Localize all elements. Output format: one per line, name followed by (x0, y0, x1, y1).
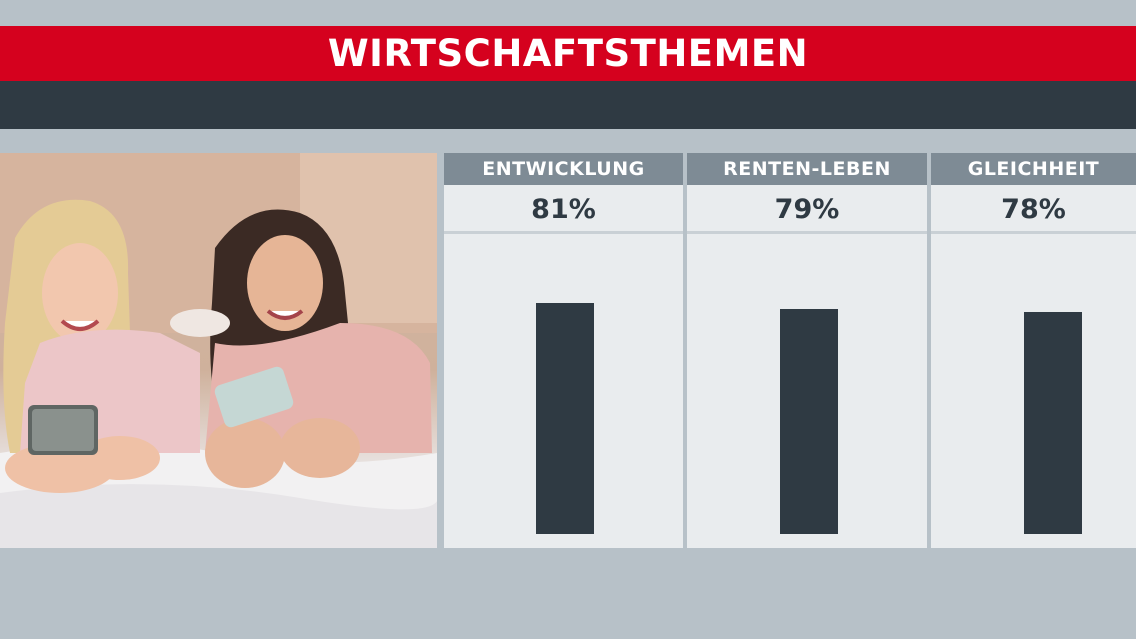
bar-gleichheit (1024, 312, 1082, 534)
divider (687, 231, 927, 234)
photo-illustration (0, 153, 437, 548)
divider (444, 231, 683, 234)
value-label: 81% (531, 193, 596, 225)
category-label: ENTWICKLUNG (444, 153, 683, 185)
dark-banner (0, 81, 1136, 129)
page-title: WIRTSCHAFTSTHEMEN (327, 32, 809, 75)
people-photo (0, 153, 437, 548)
bar-entwicklung (536, 303, 594, 534)
value-label: 78% (1001, 193, 1066, 225)
column-gleichheit: GLEICHHEIT 78% (931, 153, 1136, 548)
title-bar: WIRTSCHAFTSTHEMEN (0, 26, 1136, 81)
bar-renten-leben (780, 309, 838, 534)
column-entwicklung: ENTWICKLUNG 81% (444, 153, 683, 548)
divider (931, 231, 1136, 234)
value-label: 79% (774, 193, 840, 225)
category-label: RENTEN-LEBEN (687, 153, 927, 185)
category-label: GLEICHHEIT (931, 153, 1136, 185)
column-renten-leben: RENTEN-LEBEN 79% (687, 153, 927, 548)
